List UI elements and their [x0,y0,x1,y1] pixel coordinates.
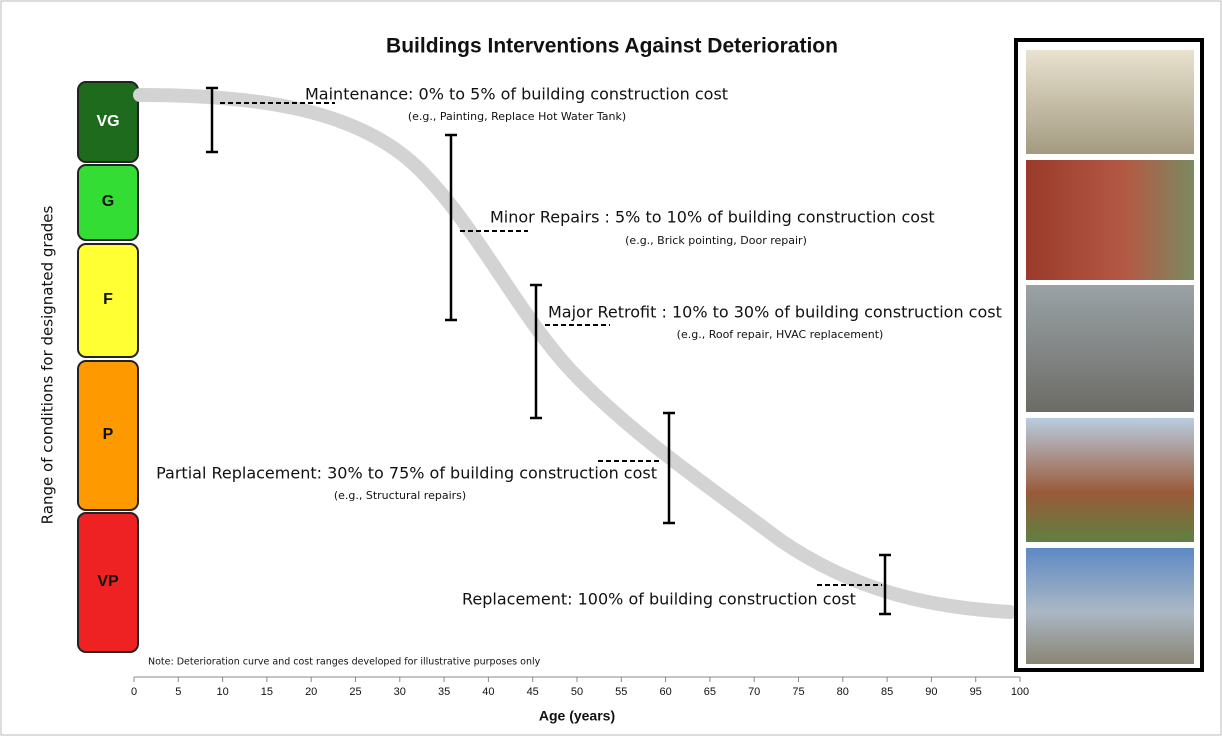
intervention-label: Partial Replacement: 30% to 75% of build… [156,464,657,483]
x-tick-label: 80 [837,686,849,698]
x-tick-label: 95 [970,686,982,698]
x-tick-label: 5 [175,686,181,698]
x-tick-label: 65 [704,686,716,698]
photo [1026,418,1194,542]
photo [1026,160,1194,280]
x-tick-label: 50 [571,686,583,698]
deterioration-curve [140,95,1010,612]
intervention-label: Major Retrofit : 10% to 30% of building … [548,303,1002,322]
x-tick-label: 100 [1011,686,1029,698]
grade-label: VP [97,573,119,590]
intervention-example: (e.g., Structural repairs) [334,489,466,502]
intervention-example: (e.g., Roof repair, HVAC replacement) [677,328,884,341]
intervention-label: Replacement: 100% of building constructi… [462,590,856,609]
grade-label: P [103,426,114,443]
x-tick-label: 75 [792,686,804,698]
x-tick-label: 15 [261,686,273,698]
intervention-label: Minor Repairs : 5% to 10% of building co… [490,208,935,227]
x-tick-label: 25 [349,686,361,698]
intervention-example: (e.g., Painting, Replace Hot Water Tank) [408,110,626,123]
x-tick-label: 30 [394,686,406,698]
y-axis-label: Range of conditions for designated grade… [39,205,57,524]
x-tick-label: 45 [527,686,539,698]
title: Buildings Interventions Against Deterior… [386,35,838,58]
photo [1026,285,1194,412]
x-tick-label: 35 [438,686,450,698]
photo [1026,548,1194,664]
intervention-example: (e.g., Brick pointing, Door repair) [625,234,807,247]
x-axis-label: Age (years) [539,708,615,724]
x-tick-label: 70 [748,686,760,698]
grade-label: VG [96,113,119,130]
grade-label: G [102,193,114,210]
x-tick-label: 60 [659,686,671,698]
page: Buildings Interventions Against Deterior… [0,0,1222,736]
x-tick-label: 0 [131,686,137,698]
x-tick-label: 90 [925,686,937,698]
note: Note: Deterioration curve and cost range… [148,657,541,668]
intervention-label: Maintenance: 0% to 5% of building constr… [305,85,728,104]
x-tick-label: 10 [216,686,228,698]
x-tick-label: 20 [305,686,317,698]
x-tick-label: 55 [615,686,627,698]
x-tick-label: 85 [881,686,893,698]
grade-label: F [103,291,113,308]
photo [1026,50,1194,154]
x-tick-label: 40 [482,686,494,698]
x-ticks: 0 5 10 15 20 25 30 35 40 45 50 55 60 65 70 75 80 85 90 95 10… [131,677,1029,698]
